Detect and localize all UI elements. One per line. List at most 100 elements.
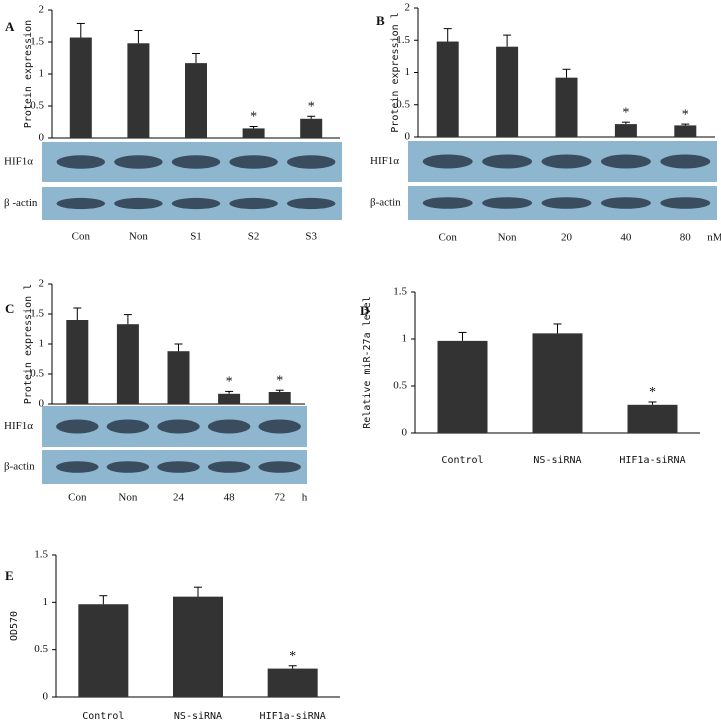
x-tick-label: Non: [129, 231, 148, 243]
blot-band: [56, 155, 105, 169]
panel-letter: B: [376, 13, 385, 28]
blot-band: [56, 197, 105, 210]
y-tick-label: 1: [39, 338, 45, 350]
blot-band: [541, 154, 592, 169]
bar: [300, 118, 323, 138]
bar: [496, 46, 519, 138]
blot-band: [422, 154, 473, 169]
y-tick-label: 1: [43, 596, 49, 608]
blot-label: β-actin: [370, 197, 401, 209]
x-tick-label: S3: [305, 231, 317, 243]
blot-band: [171, 155, 221, 169]
bar: [242, 128, 265, 138]
y-tick-label: 0: [39, 398, 45, 410]
panel-letter: A: [5, 19, 15, 34]
blot-band: [287, 197, 336, 210]
y-tick-label: 0.5: [393, 380, 407, 392]
bar: [555, 77, 578, 137]
significance: *: [250, 110, 257, 125]
unit-label: nM: [707, 232, 721, 244]
unit-label: h: [302, 492, 308, 504]
y-tick-label: 1: [405, 66, 411, 78]
significance: *: [682, 107, 689, 122]
blot-band: [207, 419, 251, 434]
blot-band: [660, 154, 711, 169]
y-axis-label: Protein expression l: [23, 284, 34, 404]
x-tick-label: HIF1a-siRNA: [260, 711, 326, 722]
y-tick-label: 2: [39, 4, 45, 16]
x-tick-label: Non: [118, 492, 137, 504]
blot-band: [600, 197, 651, 209]
bar: [185, 63, 207, 139]
bar: [627, 404, 678, 433]
x-tick-label: S2: [248, 231, 260, 243]
blot-band: [482, 197, 533, 209]
bar: [78, 604, 129, 697]
blot-band: [600, 154, 651, 169]
bar: [173, 596, 223, 697]
bar: [614, 124, 637, 137]
blot-label: β-actin: [4, 461, 35, 473]
y-tick-label: 1: [402, 333, 408, 345]
bar: [66, 320, 89, 404]
bar: [268, 392, 291, 404]
y-tick-label: 0.5: [34, 643, 48, 655]
y-tick-label: 2: [39, 278, 45, 290]
x-tick-label: Control: [441, 455, 483, 466]
x-tick-label: 24: [173, 492, 185, 504]
y-axis-label: Protein expression: [23, 20, 34, 128]
x-tick-label: NS-siRNA: [533, 455, 581, 466]
y-tick-label: 0: [405, 131, 411, 143]
bar: [218, 393, 241, 404]
y-axis-label: Relative miR-27a level: [362, 296, 373, 428]
blot-label: HIF1α: [4, 156, 33, 168]
blot-band: [157, 419, 200, 434]
bar: [127, 43, 150, 138]
bar: [436, 41, 459, 137]
blot-band: [56, 461, 99, 473]
x-tick-label: Con: [439, 232, 458, 244]
panel-letter: D: [360, 303, 369, 318]
blot-band: [258, 461, 301, 473]
blot-band: [207, 461, 251, 473]
y-tick-label: 1.5: [396, 34, 410, 46]
blot-band: [229, 197, 278, 210]
x-tick-label: 20: [561, 232, 573, 244]
x-tick-label: S1: [190, 231, 202, 243]
panel-letter: E: [5, 568, 14, 583]
x-tick-label: Con: [68, 492, 87, 504]
y-tick-label: 1.5: [30, 308, 44, 320]
y-tick-label: 0.5: [30, 100, 44, 112]
blot-band: [422, 197, 473, 209]
bar: [167, 351, 190, 404]
significance: *: [649, 385, 656, 400]
significance: *: [289, 649, 296, 664]
significance: *: [622, 105, 629, 120]
x-tick-label: 48: [224, 492, 236, 504]
x-tick-label: 72: [274, 492, 285, 504]
blot-band: [114, 197, 163, 210]
y-tick-label: 2: [405, 2, 411, 14]
blot-label: β -actin: [4, 197, 38, 209]
y-tick-label: 0: [43, 691, 49, 703]
x-tick-label: Con: [72, 231, 91, 243]
y-axis-label: OD570: [9, 611, 20, 641]
blot-band: [287, 155, 336, 169]
x-tick-label: HIF1a-siRNA: [619, 455, 685, 466]
blot-band: [258, 419, 301, 434]
blot-band: [106, 461, 150, 473]
x-tick-label: 40: [620, 232, 632, 244]
bar: [532, 333, 583, 433]
bar: [116, 324, 139, 404]
panel-letter: C: [5, 301, 14, 316]
significance: *: [276, 373, 283, 388]
blot-band: [229, 155, 278, 169]
blot-band: [482, 154, 533, 169]
blot-band: [157, 461, 200, 473]
blot-band: [56, 419, 99, 434]
y-axis-label: Protein expression l: [390, 12, 401, 132]
x-tick-label: Non: [498, 232, 517, 244]
blot-band: [541, 197, 592, 209]
y-tick-label: 0.5: [396, 98, 410, 110]
